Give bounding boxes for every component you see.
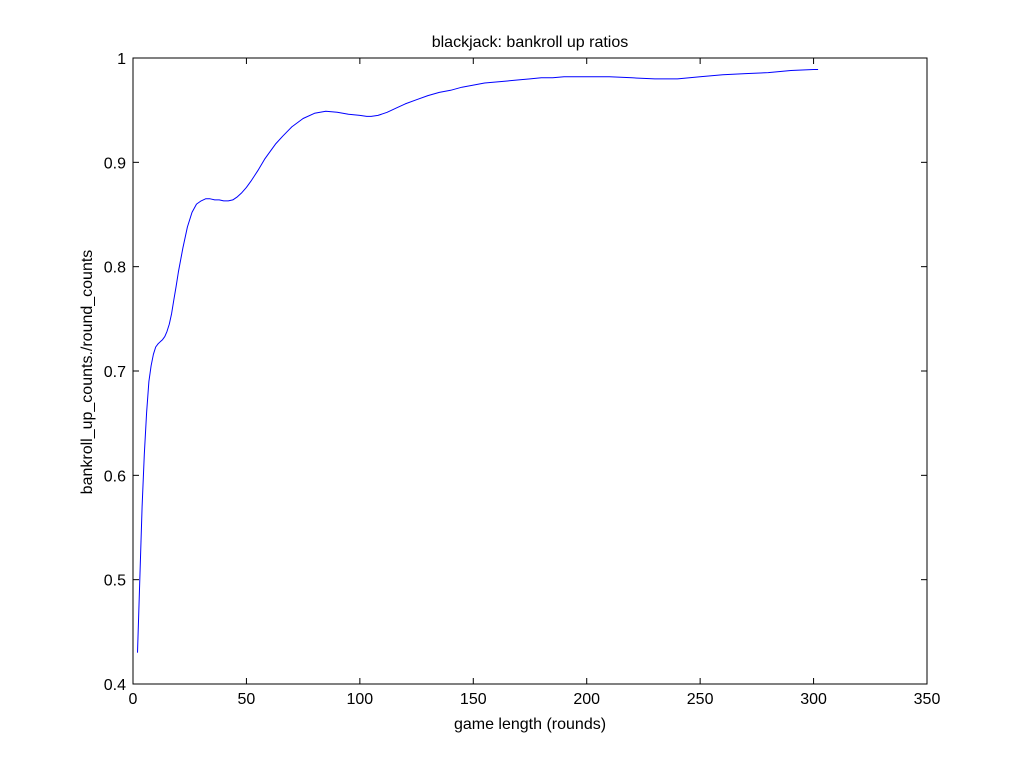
series-layer: [137, 69, 819, 653]
y-tick-label: 1: [117, 51, 126, 68]
x-tick-label: 0: [129, 691, 138, 708]
y-tick-label: 0.6: [104, 468, 126, 485]
x-axis-label: game length (rounds): [454, 716, 606, 733]
chart-title: blackjack: bankroll up ratios: [432, 34, 629, 51]
y-tick-label: 0.5: [104, 573, 126, 590]
y-axis-label: bankroll_up_counts./round_counts: [79, 250, 96, 495]
x-tick-label: 250: [687, 691, 714, 708]
x-tick-label: 100: [347, 691, 374, 708]
x-tick-label: 300: [800, 691, 827, 708]
y-tick-label: 0.4: [104, 677, 126, 694]
y-tick-label: 0.7: [104, 364, 126, 381]
y-tick-label: 0.9: [104, 155, 126, 172]
plot-area: [133, 58, 927, 684]
tick-labels-layer: 0 50 100 150 200 250 300 350 0.4 0.5 0.6 0.7 0.8 0.9 1: [104, 51, 941, 708]
x-tick-label: 150: [460, 691, 487, 708]
y-tick-label: 0.8: [104, 260, 126, 277]
series-line: [137, 69, 819, 653]
x-tick-label: 350: [914, 691, 941, 708]
x-tick-label: 200: [573, 691, 600, 708]
x-tick-label: 50: [238, 691, 256, 708]
plot-frame: [132, 57, 928, 685]
